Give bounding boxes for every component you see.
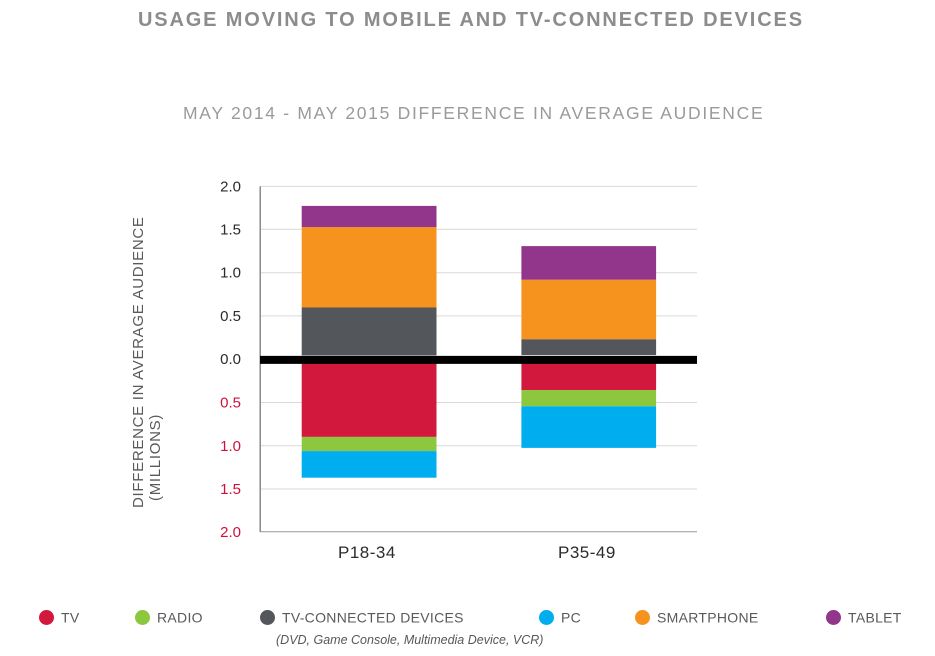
svg-text:0.5: 0.5 (220, 395, 241, 412)
svg-text:0.0: 0.0 (220, 351, 241, 368)
svg-text:1.5: 1.5 (220, 481, 241, 498)
svg-text:2.0: 2.0 (220, 179, 241, 196)
svg-text:1.0: 1.0 (220, 438, 241, 455)
svg-text:1.5: 1.5 (220, 221, 241, 238)
svg-text:0.5: 0.5 (220, 308, 241, 325)
svg-text:1.0: 1.0 (220, 265, 241, 282)
svg-text:2.0: 2.0 (220, 524, 241, 541)
